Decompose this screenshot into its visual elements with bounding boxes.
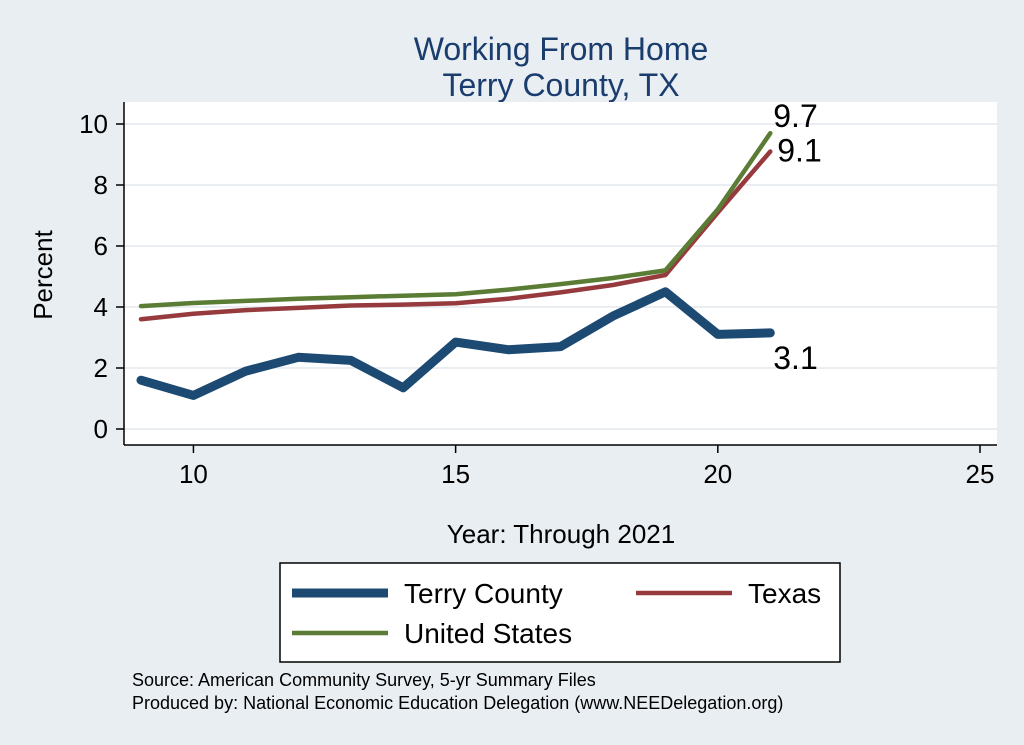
x-axis-title: Year: Through 2021 [447,519,675,549]
x-tick-label: 10 [179,459,208,489]
series-line-united-states [138,130,773,309]
tick-labels: 0 2 4 6 8 10 10 15 20 25 [79,109,994,489]
series-lines [136,130,775,400]
chart-title-line-1: Working From Home [414,31,709,67]
x-tick-label: 20 [703,459,732,489]
y-tick-label: 10 [79,109,108,139]
y-tick-label: 8 [94,170,108,200]
series-line-texas [138,149,773,322]
chart-title-line-2: Terry County, TX [442,67,679,103]
source-line-2: Produced by: National Economic Education… [132,693,783,713]
y-tick-label: 4 [94,292,108,322]
source-line-1: Source: American Community Survey, 5-yr … [132,670,596,690]
legend-label: United States [404,618,572,649]
series-line-terry-county [136,287,775,400]
legend-label: Terry County [404,578,563,609]
x-tick-label: 25 [966,459,995,489]
end-label: 3.1 [773,340,817,376]
axes [116,102,997,453]
end-label: 9.7 [773,98,817,134]
x-tick-label: 15 [441,459,470,489]
y-axis-title: Percent [28,229,58,319]
y-tick-label: 6 [94,231,108,261]
plot-area [124,102,997,445]
end-label: 9.1 [777,132,821,168]
end-labels: 3.1 9.19.7 [773,98,821,376]
legend-box [279,562,841,663]
legend: Terry County Texas United States [292,578,821,649]
y-tick-label: 0 [94,414,108,444]
legend-label: Texas [748,578,821,609]
y-tick-label: 2 [94,353,108,383]
